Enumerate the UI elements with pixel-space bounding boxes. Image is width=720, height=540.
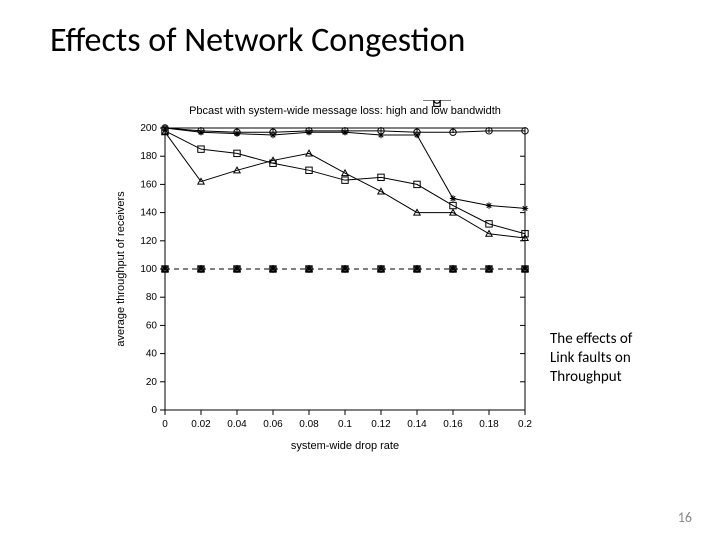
caption-line: Throughput — [550, 368, 632, 387]
svg-text:140: 140 — [140, 208, 157, 219]
svg-text:0.14: 0.14 — [407, 419, 427, 430]
svg-text:200: 200 — [140, 123, 157, 134]
svg-text:0.06: 0.06 — [263, 419, 283, 430]
svg-text:lbw: 96: lbw: 96 — [457, 100, 489, 103]
svg-text:0.08: 0.08 — [299, 419, 319, 430]
chart-svg: Pbcast with system-wide message loss: hi… — [110, 100, 535, 455]
svg-text:0.2: 0.2 — [518, 419, 532, 430]
page-number: 16 — [678, 509, 692, 526]
svg-text:system-wide drop rate: system-wide drop rate — [291, 440, 399, 452]
caption-line: Link faults on — [550, 349, 632, 368]
caption-line: The effects of — [550, 330, 632, 349]
svg-text:120: 120 — [140, 236, 157, 247]
svg-text:Pbcast with system-wide messag: Pbcast with system-wide message loss: hi… — [189, 105, 501, 117]
svg-text:0.04: 0.04 — [227, 419, 247, 430]
svg-text:60: 60 — [146, 320, 158, 331]
svg-text:0.18: 0.18 — [479, 419, 499, 430]
chart-caption: The effects of Link faults on Throughput — [550, 330, 632, 386]
svg-text:180: 180 — [140, 151, 157, 162]
svg-text:80: 80 — [146, 292, 158, 303]
svg-text:0.12: 0.12 — [371, 419, 391, 430]
svg-text:20: 20 — [146, 377, 158, 388]
slide-title: Effects of Network Congestion — [50, 20, 465, 61]
throughput-chart: Pbcast with system-wide message loss: hi… — [110, 100, 535, 455]
svg-text:0.02: 0.02 — [191, 419, 211, 430]
svg-text:0: 0 — [151, 405, 157, 416]
svg-text:0.1: 0.1 — [338, 419, 352, 430]
svg-text:40: 40 — [146, 349, 158, 360]
svg-text:0.16: 0.16 — [443, 419, 463, 430]
svg-text:0: 0 — [162, 419, 168, 430]
svg-text:average throughput of receiver: average throughput of receivers — [115, 191, 127, 347]
svg-text:160: 160 — [140, 179, 157, 190]
svg-text:100: 100 — [140, 264, 157, 275]
